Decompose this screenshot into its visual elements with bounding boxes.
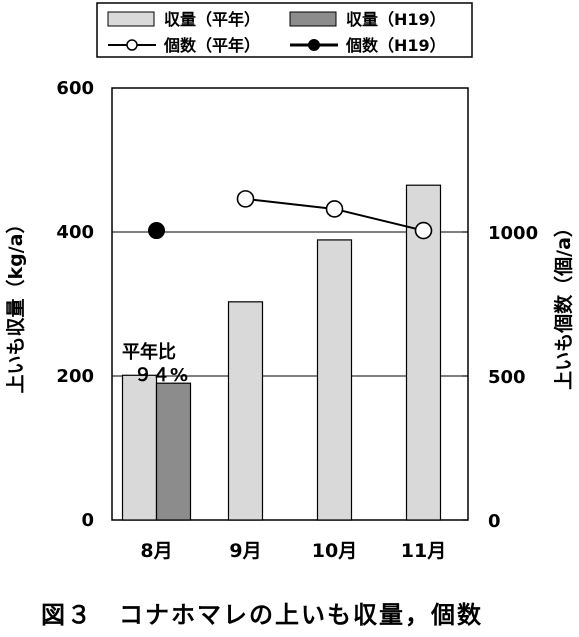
legend-marker-count-h19 bbox=[308, 39, 320, 51]
annotation-ratio-label: 平年比 bbox=[122, 341, 176, 363]
right-tick-label: 1000 bbox=[488, 223, 538, 244]
left-tick-label: 600 bbox=[56, 78, 94, 99]
left-axis-title: 上いも収量（kg/a） bbox=[4, 215, 27, 394]
point bbox=[236, 190, 255, 208]
bar bbox=[316, 239, 353, 521]
category-label: 11月 bbox=[401, 540, 446, 562]
right-axis-title: 上いも個数（個/a） bbox=[552, 218, 575, 390]
figure-caption: 図３ コナホマレの上いも収量，個数 bbox=[41, 601, 483, 629]
category-label: 8月 bbox=[140, 540, 172, 562]
legend-marker-count-normal bbox=[126, 39, 138, 51]
category-label: 10月 bbox=[312, 540, 357, 562]
legend-swatch-yield-normal bbox=[107, 11, 155, 27]
legend: 収量（平年） 収量（H19） 個数（平年） 個数（H19） bbox=[96, 2, 473, 58]
left-tick-label: 400 bbox=[56, 222, 94, 243]
bar bbox=[405, 184, 442, 521]
bar bbox=[227, 301, 264, 521]
right-axis-ticks: 0 500 1000 bbox=[462, 223, 538, 532]
legend-swatch-yield-h19 bbox=[289, 11, 337, 27]
bars bbox=[121, 184, 442, 521]
right-tick-label: 500 bbox=[488, 367, 526, 388]
left-tick-label: 200 bbox=[56, 366, 94, 387]
legend-frame bbox=[96, 2, 473, 58]
left-tick-label: 0 bbox=[81, 510, 94, 531]
legend-label-yield-h19: 収量（H19） bbox=[346, 10, 446, 29]
point bbox=[148, 222, 165, 240]
category-labels: 8月 9月 10月 11月 bbox=[140, 540, 446, 562]
legend-label-yield-normal: 収量（平年） bbox=[164, 10, 260, 29]
bar bbox=[155, 382, 192, 521]
point bbox=[414, 221, 433, 240]
bar bbox=[121, 374, 158, 521]
point bbox=[325, 200, 344, 218]
legend-label-count-h19: 個数（H19） bbox=[345, 36, 446, 55]
annotation-ratio-value: ９４% bbox=[134, 365, 188, 386]
left-axis-ticks: 0 200 400 600 bbox=[56, 78, 94, 531]
legend-label-count-normal: 個数（平年） bbox=[163, 36, 260, 55]
count-lines bbox=[148, 190, 433, 240]
right-tick-label: 0 bbox=[488, 511, 501, 532]
category-label: 9月 bbox=[229, 540, 261, 562]
